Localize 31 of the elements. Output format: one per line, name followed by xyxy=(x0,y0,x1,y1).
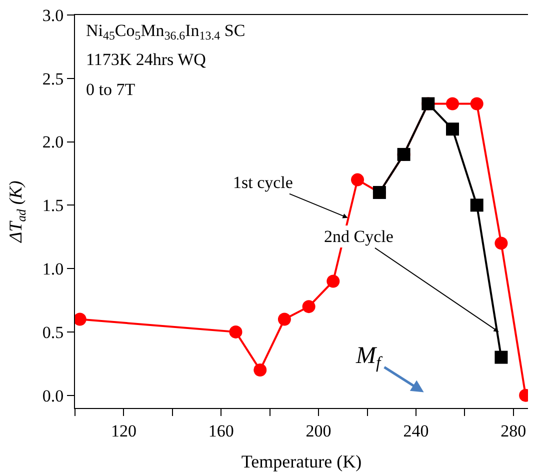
x-tick-label: 200 xyxy=(306,421,332,440)
point xyxy=(494,350,508,364)
text: Ni$_{45}$Co$_{5}$Mn$_{36.6}$In$_{13.4}$ SC xyxy=(86,21,246,43)
y-tick-label: 2.0 xyxy=(42,132,64,152)
y-tick-label: 0.5 xyxy=(42,322,64,342)
y-tick-label: 2.5 xyxy=(42,69,64,88)
point xyxy=(446,97,459,110)
x-tick-label: 280 xyxy=(500,421,526,440)
x-axis-title: Temperature (K) xyxy=(241,452,362,472)
x-tick-label: 120 xyxy=(110,421,136,440)
point xyxy=(229,325,242,338)
annotation: M$_{f}$ xyxy=(355,343,383,372)
annotation: 0 to 7T xyxy=(86,80,136,99)
annotation: 2nd Cycle xyxy=(324,227,394,246)
y-tick-label: 1.5 xyxy=(42,196,64,216)
point xyxy=(254,363,267,376)
point xyxy=(326,274,340,288)
y-tick-label: 1.0 xyxy=(42,260,64,278)
point xyxy=(278,312,291,326)
annotation: 1st cycle xyxy=(233,173,293,192)
point xyxy=(302,300,316,314)
point xyxy=(446,122,459,136)
point xyxy=(494,236,508,250)
annotation: 1173K 24hrs WQ xyxy=(86,50,206,69)
x-tick-label: 240 xyxy=(403,421,429,440)
y-tick-label: 3.0 xyxy=(42,6,64,25)
point xyxy=(351,173,364,186)
x-tick-label: 160 xyxy=(208,421,234,440)
point xyxy=(470,97,484,110)
y-tick-label: 0.0 xyxy=(42,386,64,406)
point xyxy=(470,198,484,212)
